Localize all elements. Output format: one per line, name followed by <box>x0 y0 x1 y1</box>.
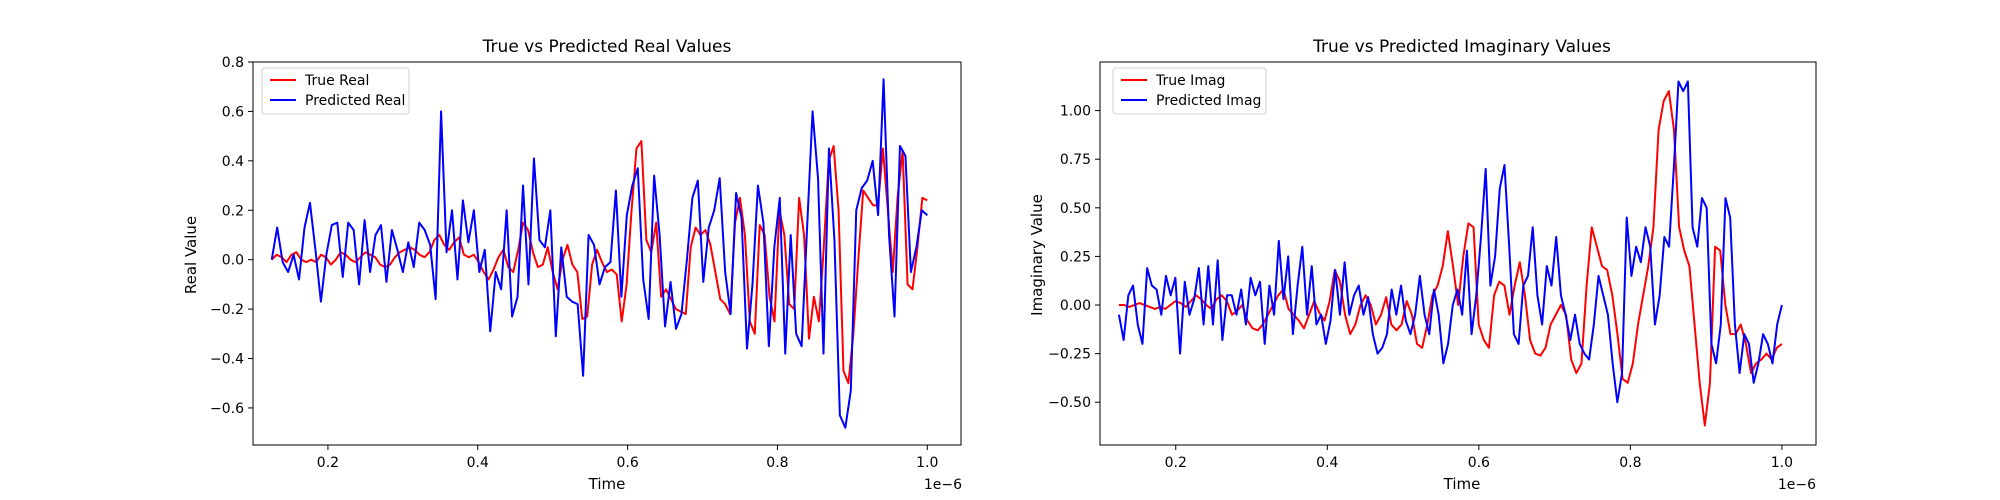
x-axis-label-imag: Time <box>1443 475 1481 493</box>
y-tick-label-real: 0.2 <box>222 203 244 219</box>
x-tick-label-real: 0.4 <box>467 455 489 471</box>
x-offset-label-real: 1e−6 <box>924 477 962 493</box>
legend-box-real <box>261 67 410 115</box>
chart-real: 0.2 0.4 0.6 0.8 1.0 −0.6 −0.4 −0.2 0.0 0.2 0.4 0.6 0… <box>182 37 962 493</box>
y-tick-label-imag: 0.50 <box>1060 201 1091 217</box>
y-tick-label-real: 0.6 <box>222 104 244 120</box>
y-tick-label-imag: 0.00 <box>1060 298 1091 314</box>
x-axis-label-real: Time <box>588 475 626 493</box>
y-axis-label-real: Real Value <box>182 216 200 294</box>
legend-label-true-imag: True Imag <box>1155 73 1225 89</box>
x-offset-label-imag: 1e−6 <box>1778 477 1816 493</box>
x-tick-label-real: 0.6 <box>616 455 638 471</box>
plot-area-real: 0.2 0.4 0.6 0.8 1.0 −0.6 −0.4 −0.2 0.0 0.2 0.4 0.6 0… <box>210 55 962 471</box>
x-tick-label-imag: 0.6 <box>1468 455 1490 471</box>
series-line-predicted-imag <box>1117 80 1783 404</box>
x-tick-label-imag: 0.8 <box>1619 455 1641 471</box>
chart-title-real: True vs Predicted Real Values <box>482 37 732 57</box>
y-tick-label-imag: 0.25 <box>1060 249 1091 265</box>
y-tick-label-imag: 0.75 <box>1060 152 1091 168</box>
plot-area-imag: 0.2 0.4 0.6 0.8 1.0 −0.50 −0.25 0.00 0.25 0.50 0.7… <box>1048 61 1817 471</box>
legend-label-predicted-imag: Predicted Imag <box>1156 93 1261 109</box>
y-tick-label-real: 0.4 <box>222 154 244 170</box>
y-tick-label-imag: −0.50 <box>1048 395 1091 411</box>
legend-box-imag <box>1112 67 1267 115</box>
series-line-predicted-real <box>270 78 928 429</box>
legend-imag: True Imag Predicted Imag <box>1112 67 1267 115</box>
x-tick-label-imag: 1.0 <box>1771 455 1793 471</box>
axes-frame-imag <box>1099 61 1817 446</box>
y-tick-label-real: 0.8 <box>222 55 244 71</box>
x-tick-label-real: 0.2 <box>317 455 339 471</box>
axes-frame-real <box>252 61 962 446</box>
series-line-true-imag <box>1118 90 1783 427</box>
x-tick-label-real: 0.8 <box>766 455 788 471</box>
y-tick-label-real: −0.2 <box>210 302 244 318</box>
y-axis-label-imag: Imaginary Value <box>1028 194 1046 316</box>
series-line-true-real <box>271 140 928 385</box>
legend-real: True Real Predicted Real <box>261 67 410 115</box>
x-tick-label-real: 1.0 <box>916 455 938 471</box>
legend-label-predicted-real: Predicted Real <box>305 93 405 109</box>
legend-label-true-real: True Real <box>304 73 369 89</box>
x-tick-label-imag: 0.2 <box>1165 455 1187 471</box>
y-tick-label-real: −0.4 <box>210 352 244 368</box>
y-tick-label-imag: 1.00 <box>1060 104 1091 120</box>
y-tick-label-real: −0.6 <box>210 401 244 417</box>
chart-title-imag: True vs Predicted Imaginary Values <box>1312 37 1611 57</box>
y-tick-label-real: 0.0 <box>222 253 244 269</box>
y-tick-label-imag: −0.25 <box>1048 347 1091 363</box>
chart-imag: 0.2 0.4 0.6 0.8 1.0 −0.50 −0.25 0.00 0.25 0.50 0.7… <box>1028 37 1817 493</box>
x-tick-label-imag: 0.4 <box>1316 455 1338 471</box>
